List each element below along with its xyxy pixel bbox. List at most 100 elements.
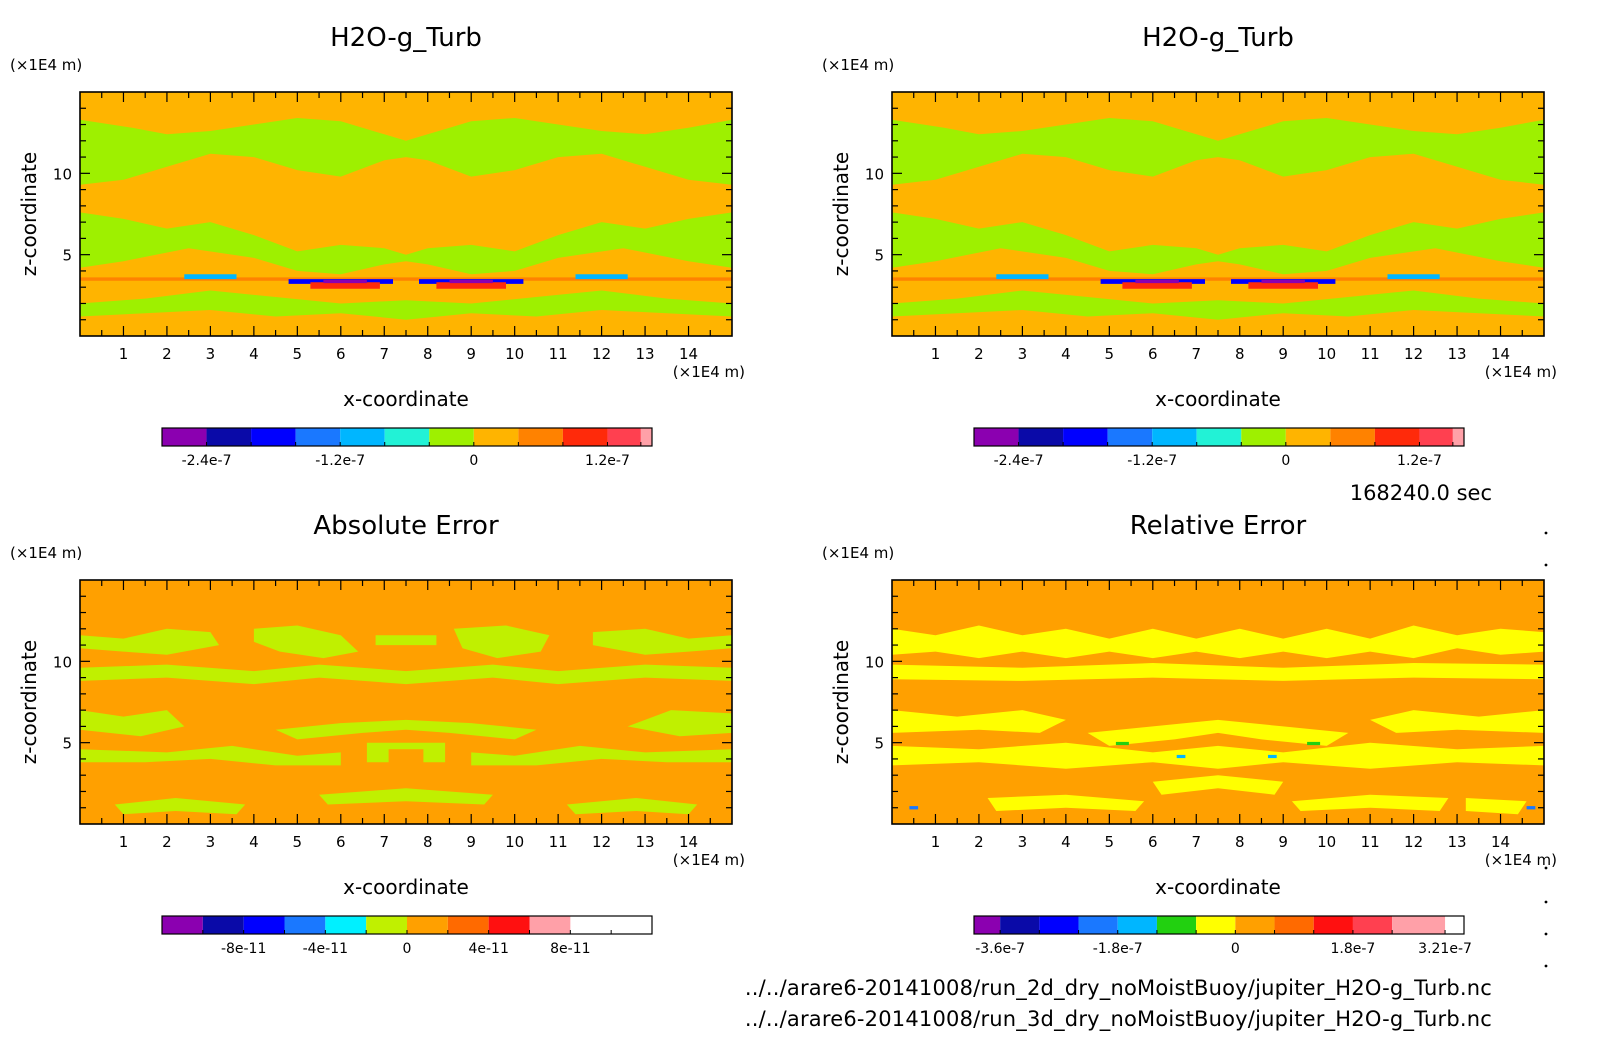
colorbar-swatch	[518, 428, 563, 446]
heatmap-region-10	[80, 745, 341, 766]
heatmap-region-9	[1465, 798, 1527, 815]
heatmap-region-0	[892, 118, 1544, 185]
colorbar-tick-label: 0	[469, 453, 478, 469]
x-tick-label: 6	[336, 833, 346, 851]
y-tick-label: 5	[874, 247, 884, 265]
x-tick-label: 13	[1448, 345, 1467, 363]
x-tick-label: 7	[1191, 345, 1201, 363]
colorbar-swatch	[1063, 428, 1108, 446]
x-tick-label: 13	[636, 345, 655, 363]
colorbar-swatch	[607, 428, 641, 446]
x-tick-label: 7	[379, 345, 389, 363]
file-path-2d: ../../arare6-20141008/run_2d_dry_noMoist…	[744, 976, 1492, 1000]
x-tick-label: 2	[162, 345, 172, 363]
x-axis-label: x-coordinate	[1155, 387, 1281, 411]
colorbar-swatch	[243, 916, 285, 934]
colorbar-swatch	[1000, 916, 1040, 934]
heatmap-region-2	[453, 625, 550, 659]
colorbar-swatch	[1018, 428, 1064, 446]
chart-title: Absolute Error	[313, 511, 499, 541]
colorbar-swatch	[325, 916, 367, 934]
heatmap-region-7	[987, 794, 1145, 811]
x-tick-label: 8	[1235, 345, 1245, 363]
x-tick-label: 8	[423, 345, 433, 363]
colorbar-swatch	[340, 428, 385, 446]
x-tick-label: 8	[423, 833, 433, 851]
heatmap-region-5	[1387, 274, 1440, 280]
edge-dot	[1544, 531, 1548, 535]
x-tick-label: 9	[466, 833, 476, 851]
file-path-3d: ../../arare6-20141008/run_3d_dry_noMoist…	[744, 1007, 1492, 1031]
colorbar-swatch	[384, 428, 430, 446]
x-tick-label: 5	[1105, 345, 1115, 363]
x-tick-label: 11	[549, 345, 568, 363]
x-tick-label: 14	[1491, 833, 1510, 851]
colorbar-tick-label: 1.8e-7	[1331, 941, 1376, 957]
panel-h2o-turb-2d: H2O-g_Turb(×1E4 m)1 2 3 4 5 6 7 8 9 10 11 12 13 14510…	[10, 23, 745, 469]
x-tick-label: 2	[974, 833, 984, 851]
colorbar-tick-label: 0	[403, 941, 412, 957]
colorbar-swatch	[206, 428, 252, 446]
x-tick-label: 7	[1191, 833, 1201, 851]
heatmap-region-5	[80, 664, 732, 685]
y-axis-label: z-coordinate	[17, 640, 41, 764]
colorbar-swatch	[1039, 916, 1079, 934]
edge-dot	[1544, 932, 1548, 936]
y-tick-label: 5	[62, 247, 72, 265]
x-tick-label: 6	[1148, 833, 1158, 851]
y-axis-label: z-coordinate	[829, 152, 853, 276]
edge-dot	[1544, 964, 1548, 968]
heatmap-field	[80, 580, 732, 824]
x-tick-label: 2	[162, 833, 172, 851]
colorbar-swatch	[284, 916, 326, 934]
colorbar-swatch	[1330, 428, 1375, 446]
colorbar-swatch	[1313, 916, 1353, 934]
heatmap-region-2	[892, 290, 1544, 320]
heatmap-region-15	[1526, 806, 1536, 810]
y-tick-label: 10	[865, 165, 884, 183]
heatmap-background	[80, 580, 732, 824]
colorbar-swatch	[1107, 428, 1153, 446]
x-axis-label: x-coordinate	[343, 875, 469, 899]
colorbar-swatch	[974, 916, 1001, 934]
colorbar-tick-label: -2.4e-7	[182, 453, 232, 469]
colorbar-swatch	[251, 428, 296, 446]
x-tick-label: 4	[249, 345, 259, 363]
heatmap-field	[892, 92, 1544, 336]
x-tick-label: 4	[1061, 833, 1071, 851]
heatmap-region-6	[1152, 775, 1284, 795]
x-axis-unit: (×1E4 m)	[1485, 851, 1557, 869]
x-tick-label: 1	[119, 833, 129, 851]
x-tick-label: 4	[1061, 345, 1071, 363]
colorbar-tick-label: 1.2e-7	[585, 453, 630, 469]
time-label: 168240.0 sec	[1349, 481, 1492, 505]
colorbar-swatch	[1156, 916, 1197, 934]
x-axis-label: x-coordinate	[343, 387, 469, 411]
colorbar-swatch	[488, 916, 530, 934]
x-tick-label: 2	[974, 345, 984, 363]
colorbar-swatch	[1241, 428, 1286, 446]
heatmap-region-8	[275, 719, 537, 740]
heatmap-region-5	[892, 742, 1544, 769]
x-tick-label: 12	[592, 833, 611, 851]
x-tick-label: 11	[1361, 833, 1380, 851]
panel-absolute-error: Absolute Error(×1E4 m)1 2 3 4 5 6 7 8 9 10 11 12 13 1…	[10, 511, 745, 957]
tick-marks	[892, 92, 1544, 336]
heatmap-region-6	[80, 710, 185, 737]
colorbar-swatch	[202, 916, 244, 934]
heatmap-region-0	[80, 628, 220, 655]
colorbar-swatch	[407, 916, 448, 934]
colorbar-swatch	[640, 428, 652, 446]
colorbar-tick-label: 3.21e-7	[1418, 941, 1472, 957]
colorbar-tick-label: 1.2e-7	[1397, 453, 1442, 469]
colorbar-swatch	[162, 916, 203, 934]
panel-h2o-turb-3d: H2O-g_Turb(×1E4 m)1 2 3 4 5 6 7 8 9 10 11 12 13 14510…	[822, 23, 1557, 469]
colorbar-swatch	[162, 428, 207, 446]
x-tick-label: 9	[1278, 833, 1288, 851]
x-tick-label: 5	[293, 833, 303, 851]
x-tick-label: 8	[1235, 833, 1245, 851]
heatmap-region-3	[1370, 710, 1544, 733]
x-tick-label: 14	[1491, 345, 1510, 363]
panel-relative-error: Relative Error(×1E4 m)1 2 3 4 5 6 7 8 9 10 11 12 13 1…	[822, 511, 1557, 957]
colorbar-swatch	[1452, 428, 1464, 446]
